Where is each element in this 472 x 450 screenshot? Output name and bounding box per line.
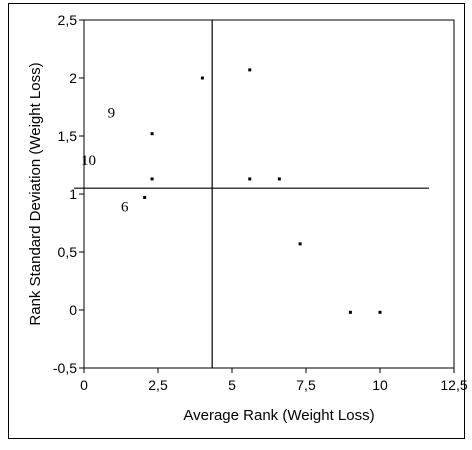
data-point <box>143 195 147 199</box>
y-tick-label: 2,5 <box>58 12 78 28</box>
data-point <box>248 68 252 72</box>
data-points <box>143 68 382 314</box>
x-tick-label: 0 <box>80 377 88 393</box>
y-tick-label: 1 <box>69 186 77 202</box>
x-tick-label: 5 <box>228 377 236 393</box>
y-axis-ticks: -0,5 0 0,5 1 1,5 2 2,5 <box>53 12 84 376</box>
data-point <box>378 310 382 314</box>
x-tick-label: 7,5 <box>296 377 316 393</box>
x-tick-label: 2,5 <box>148 377 168 393</box>
data-point <box>150 132 154 136</box>
data-point <box>150 177 154 181</box>
y-tick-label: 0 <box>69 302 77 318</box>
x-tick-label: 10 <box>372 377 388 393</box>
data-point <box>200 76 204 80</box>
x-axis-ticks: 0 2,5 5 7,5 10 12,5 <box>80 368 468 393</box>
point-annotation: 10 <box>81 153 96 169</box>
plot-border <box>83 19 455 369</box>
y-axis-label: Rank Standard Deviation (Weight Loss) <box>27 62 44 325</box>
plot-area <box>83 19 455 369</box>
x-tick-label: 12,5 <box>440 377 467 393</box>
y-tick-label: 1,5 <box>58 128 78 144</box>
data-point <box>348 310 352 314</box>
data-point <box>248 177 252 181</box>
y-tick-label: 2 <box>69 70 77 86</box>
data-point <box>298 242 302 246</box>
y-tick-label: 0,5 <box>58 244 78 260</box>
reference-lines <box>74 20 429 368</box>
x-axis-label: Average Rank (Weight Loss) <box>183 407 374 424</box>
point-annotations: 9 10 6 <box>81 105 129 215</box>
point-annotation: 6 <box>121 199 129 215</box>
data-point <box>277 177 281 181</box>
point-annotation: 9 <box>108 105 116 121</box>
y-tick-label: -0,5 <box>53 360 77 376</box>
